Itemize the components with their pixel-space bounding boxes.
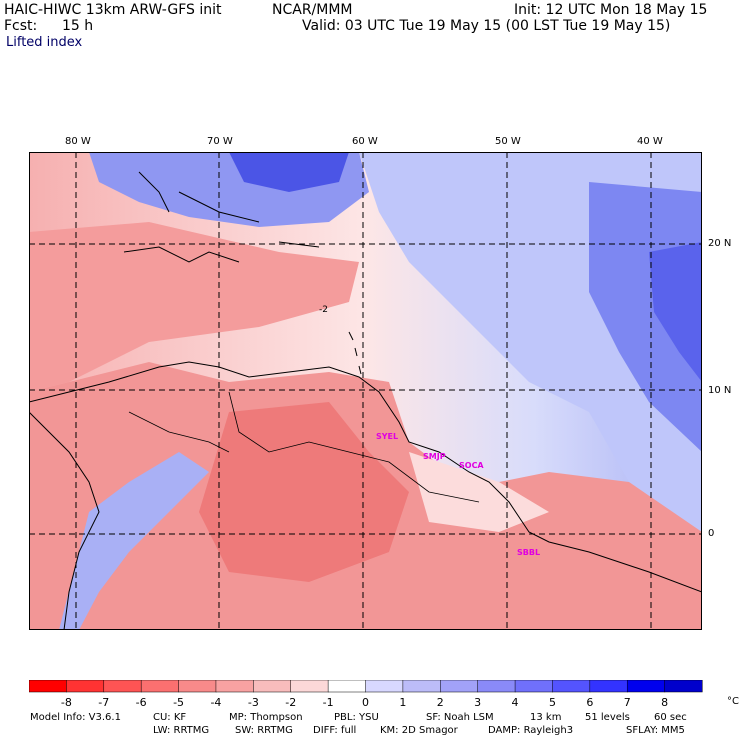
colorbar-swatch bbox=[140, 680, 180, 693]
unstable-core-amazon bbox=[199, 402, 409, 582]
lon-label-40w: 40 W bbox=[637, 136, 663, 147]
lon-label-80w: 80 W bbox=[65, 136, 91, 147]
colorbar-tick-label: 8 bbox=[661, 696, 668, 709]
colorbar-tick-label: 6 bbox=[586, 696, 593, 709]
coastline-south-america bbox=[29, 361, 702, 593]
footer-diff: DIFF: full bbox=[313, 725, 357, 736]
footer-lw: LW: RRTMG bbox=[153, 725, 210, 736]
colorbar-tick-label: 7 bbox=[624, 696, 631, 709]
init-time: Init: 12 UTC Mon 18 May 15 bbox=[514, 2, 708, 18]
colorbar-tick-label: -4 bbox=[210, 696, 221, 709]
lon-label-70w: 70 W bbox=[207, 136, 233, 147]
colorbar-swatch bbox=[664, 680, 703, 693]
coastline-lesser-antilles bbox=[348, 331, 362, 375]
map-frame bbox=[29, 152, 702, 630]
colorbar-swatch bbox=[215, 680, 254, 693]
colorbar-tick-label: 3 bbox=[474, 696, 481, 709]
colorbar-swatch bbox=[365, 680, 404, 693]
footer-damp: DAMP: Rayleigh3 bbox=[488, 725, 574, 736]
footer-sf: SF: Noah LSM bbox=[426, 712, 494, 723]
colorbar-swatch bbox=[178, 680, 217, 693]
contour-label: -2 bbox=[319, 305, 328, 315]
footer-model-info: Model Info: V3.6.1 bbox=[30, 712, 121, 723]
footer-mp: MP: Thompson bbox=[229, 712, 303, 723]
lat-lon-grid bbox=[29, 152, 702, 630]
site-smjp: SMJP bbox=[423, 452, 446, 461]
lat-label-0: 0 bbox=[708, 528, 715, 539]
colorbar-tick-label: 0 bbox=[362, 696, 369, 709]
colorbar-swatch bbox=[477, 680, 516, 693]
colorbar-tick-label: -3 bbox=[248, 696, 259, 709]
colorbar-swatch bbox=[626, 680, 666, 693]
colorbar-swatch bbox=[103, 680, 142, 693]
model-title: HAIC-HIWC 13km ARW-GFS init bbox=[4, 2, 222, 18]
footer-levels: 51 levels bbox=[585, 712, 630, 723]
stable-region-andes bbox=[59, 452, 209, 630]
site-soca: SOCA bbox=[459, 461, 484, 470]
footer-km: KM: 2D Smagor bbox=[380, 725, 458, 736]
colorbar-swatch bbox=[402, 680, 441, 693]
footer-sflay: SFLAY: MM5 bbox=[626, 725, 685, 736]
footer-sw: SW: RRTMG bbox=[235, 725, 293, 736]
neutral-patch-guianas bbox=[409, 452, 549, 532]
colorbar-tick-label: -8 bbox=[61, 696, 72, 709]
unstable-band-caribbean bbox=[29, 222, 359, 392]
colorbar-tick-label: 2 bbox=[437, 696, 444, 709]
footer-timestep: 60 sec bbox=[654, 712, 687, 723]
site-syel: SYEL bbox=[376, 432, 399, 441]
colorbar-tick-label: -7 bbox=[98, 696, 109, 709]
coastline-pacific bbox=[29, 411, 100, 630]
colorbar-swatch bbox=[290, 680, 329, 693]
footer-resolution: 13 km bbox=[530, 712, 562, 723]
lon-label-60w: 60 W bbox=[352, 136, 378, 147]
colorbar-tick-label: 5 bbox=[549, 696, 556, 709]
colorbar-tick-label: -2 bbox=[285, 696, 296, 709]
stable-region-north-deep bbox=[229, 152, 349, 192]
colorbar-tick-label: -1 bbox=[323, 696, 334, 709]
footer-pbl: PBL: YSU bbox=[334, 712, 379, 723]
colorbar-swatch bbox=[589, 680, 628, 693]
lifted-index-map: -2 bbox=[29, 152, 702, 630]
field-name: Lifted index bbox=[6, 35, 83, 50]
colorbar-swatch bbox=[440, 680, 479, 693]
forecast-label: Fcst: bbox=[4, 18, 38, 34]
footer-cu: CU: KF bbox=[153, 712, 187, 723]
colorbar-swatch bbox=[29, 680, 67, 693]
forecast-hour: 15 h bbox=[62, 18, 94, 34]
lat-label-20n: 20 N bbox=[708, 238, 732, 249]
colorbar-tick-label: 1 bbox=[399, 696, 406, 709]
lon-label-50w: 50 W bbox=[495, 136, 521, 147]
colorbar-swatch bbox=[253, 680, 292, 693]
colorbar-unit: °C bbox=[727, 696, 739, 707]
stable-region-deep bbox=[649, 242, 702, 382]
colorbar-tick-label: -6 bbox=[136, 696, 147, 709]
colorbar-swatch bbox=[514, 680, 553, 693]
valid-time: Valid: 03 UTC Tue 19 May 15 (00 LST Tue … bbox=[302, 18, 671, 34]
colorbar-tick-label: 4 bbox=[512, 696, 519, 709]
site-sbbl: SBBL bbox=[517, 548, 541, 557]
colorbar: -8 -7 -6 -5 -4 -3 -2 -1 0 1 2 3 4 5 6 7 8 °C bbox=[29, 680, 739, 709]
colorbar-swatch bbox=[552, 680, 591, 693]
lat-label-10n: 10 N bbox=[708, 385, 732, 396]
org-label: NCAR/MMM bbox=[272, 2, 353, 18]
colorbar-swatch bbox=[66, 680, 105, 693]
colorbar-tick-label: -5 bbox=[173, 696, 184, 709]
colorbar-swatch bbox=[327, 680, 367, 693]
